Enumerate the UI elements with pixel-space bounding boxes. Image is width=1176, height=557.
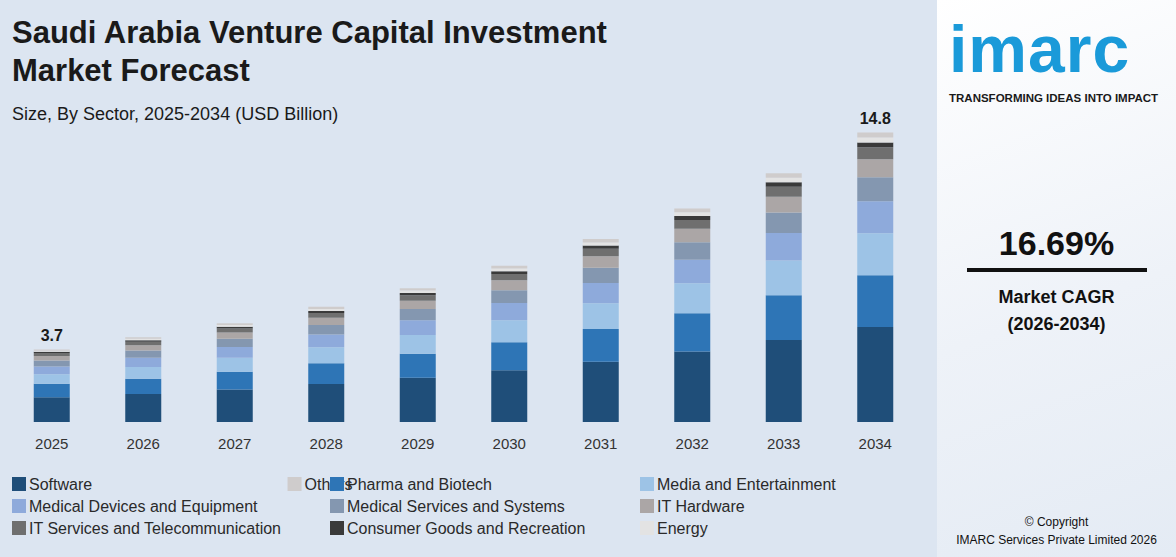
svg-text:14.8: 14.8 xyxy=(860,110,891,127)
svg-text:2027: 2027 xyxy=(218,435,251,452)
svg-text:3.7: 3.7 xyxy=(41,327,63,344)
html-text:IMARC Services Private Limited: IMARC Services Private Limited 2026 xyxy=(956,533,1157,547)
svg-text:2030: 2030 xyxy=(493,435,526,452)
html-text:TRANSFORMING IDEAS INTO IMPACT: TRANSFORMING IDEAS INTO IMPACT xyxy=(949,92,1159,104)
svg-text:2031: 2031 xyxy=(584,435,617,452)
svg-text:Energy: Energy xyxy=(657,520,708,537)
svg-text:2028: 2028 xyxy=(310,435,343,452)
svg-text:Pharma and Biotech: Pharma and Biotech xyxy=(347,476,492,493)
svg-text:2032: 2032 xyxy=(676,435,709,452)
svg-text:Media and Entertainment: Media and Entertainment xyxy=(657,476,836,493)
svg-text:Software: Software xyxy=(29,476,92,493)
html-text:imarc: imarc xyxy=(949,12,1131,86)
html-text:© Copyright: © Copyright xyxy=(1024,515,1089,529)
svg-text:IT Services and Telecommunicat: IT Services and Telecommunication xyxy=(29,520,281,537)
html-text:Size, By Sector, 2025-2034 (US: Size, By Sector, 2025-2034 (USD Billion) xyxy=(12,104,339,124)
html-text:Saudi Arabia Venture Capital I: Saudi Arabia Venture Capital Investment … xyxy=(12,15,607,88)
svg-text:Others: Others xyxy=(305,476,353,493)
svg-text:Consumer Goods and Recreation: Consumer Goods and Recreation xyxy=(347,520,585,537)
svg-text:Medical Services and Systems: Medical Services and Systems xyxy=(347,498,565,515)
html-text:(2026-2034): (2026-2034) xyxy=(1007,314,1106,334)
svg-text:2029: 2029 xyxy=(401,435,434,452)
svg-text:2034: 2034 xyxy=(859,435,892,452)
svg-text:2026: 2026 xyxy=(127,435,160,452)
html-text:16.69%: 16.69% xyxy=(998,224,1115,262)
html-text:Market CAGR: Market CAGR xyxy=(998,287,1115,307)
svg-text:IT Hardware: IT Hardware xyxy=(657,498,745,515)
svg-text:2033: 2033 xyxy=(767,435,800,452)
svg-text:Medical Devices and Equipment: Medical Devices and Equipment xyxy=(29,498,258,515)
svg-text:2025: 2025 xyxy=(35,435,68,452)
